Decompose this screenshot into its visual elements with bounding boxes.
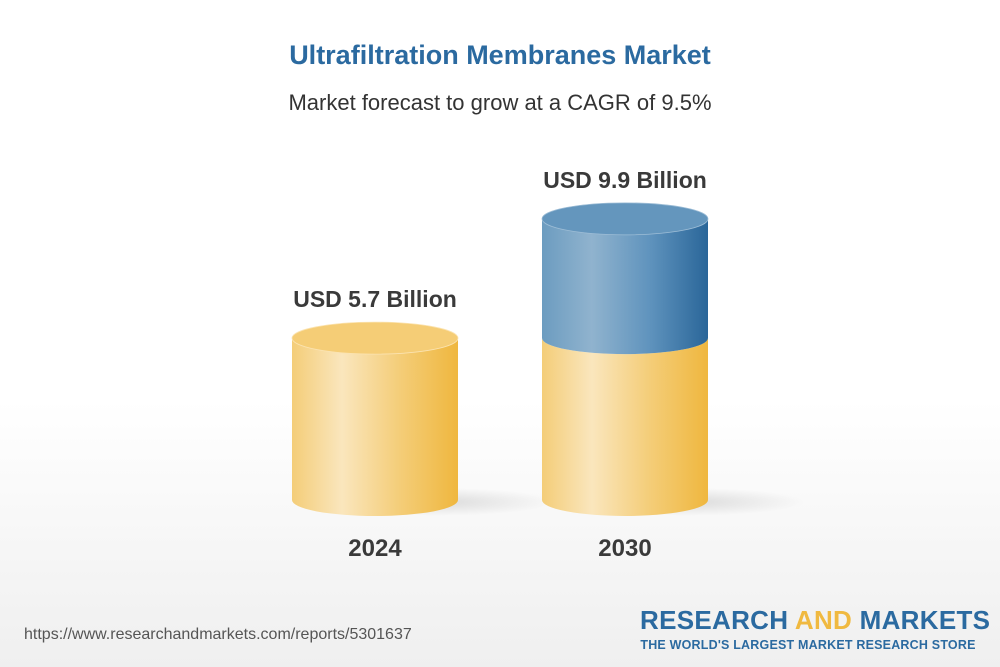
category-label: 2030 bbox=[598, 535, 651, 562]
logo-text: RESEARCH bbox=[640, 605, 795, 635]
chart-title: Ultrafiltration Membranes Market bbox=[289, 40, 711, 70]
bar-growth-segment-2030 bbox=[542, 218, 708, 355]
logo-text-and: AND bbox=[794, 605, 853, 635]
bar-top-2024 bbox=[291, 321, 459, 355]
report-url[interactable]: https://www.researchandmarkets.com/repor… bbox=[24, 626, 412, 643]
data-label: USD 9.9 Billion bbox=[543, 167, 707, 193]
cylinder-chart: USD 5.7 Billion 2024 USD 9.9 Billion 2030 bbox=[291, 167, 805, 562]
logo-tagline: THE WORLD'S LARGEST MARKET RESEARCH STOR… bbox=[640, 638, 976, 652]
chart-subtitle: Market forecast to grow at a CAGR of 9.5… bbox=[288, 90, 712, 115]
category-label: 2024 bbox=[348, 535, 402, 562]
data-label: USD 5.7 Billion bbox=[293, 286, 457, 312]
bar-top-2030 bbox=[541, 202, 709, 236]
research-and-markets-logo: RESEARCH AND MARKETS THE WORLD'S LARGEST… bbox=[640, 605, 990, 652]
logo-text: MARKETS bbox=[852, 605, 991, 635]
bar-2024 bbox=[292, 338, 458, 516]
bar-base-segment-2030 bbox=[542, 338, 708, 516]
